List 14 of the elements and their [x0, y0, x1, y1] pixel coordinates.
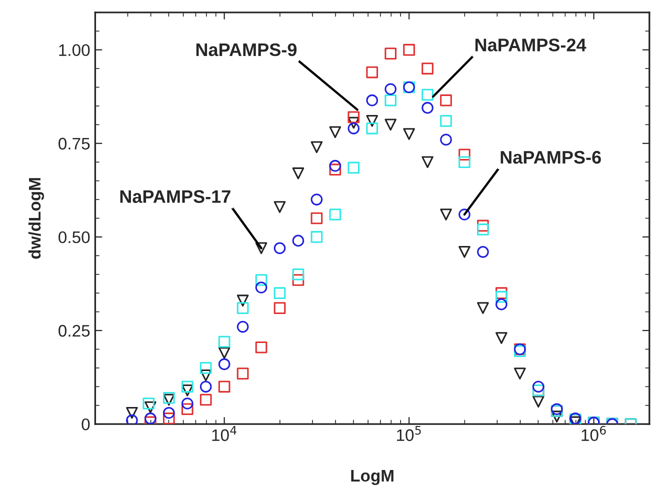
x-axis-title: LogM — [351, 470, 394, 486]
y-tick-label: 1.00 — [59, 44, 90, 56]
y-tick-label: 0 — [82, 418, 90, 430]
annotation: NaPAMPS-24 — [475, 38, 586, 52]
annotation: NaPAMPS-6 — [500, 150, 601, 164]
x-tick-label: 10$^{4}$ — [212, 426, 236, 442]
y-tick-label: 0.50 — [58, 231, 90, 244]
y-tick-label: 0.75 — [58, 138, 90, 150]
annotation: NaPAMPS-17 — [120, 190, 230, 203]
y-tick-label: 0.25 — [58, 324, 90, 337]
y-axis-title: dw/dLogM — [28, 178, 44, 259]
x-tick-label: 10$^{6}$ — [582, 426, 606, 442]
annotation: NaPAMPS-9 — [196, 43, 297, 56]
x-tick-label: 10$^{5}$ — [396, 426, 421, 442]
